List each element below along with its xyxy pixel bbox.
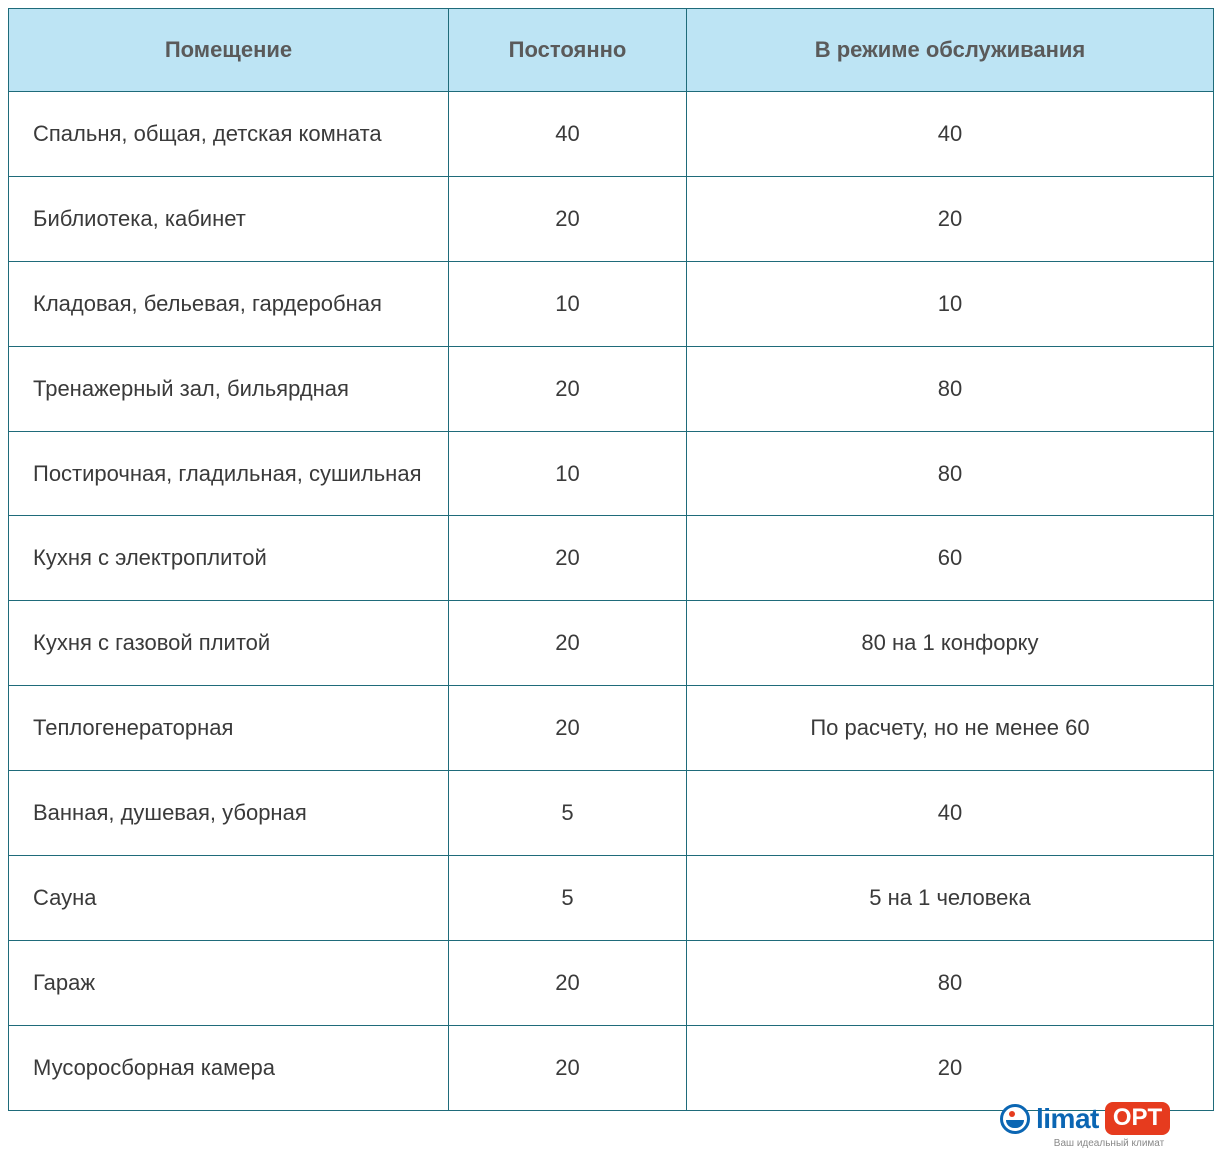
cell-service: По расчету, но не менее 60: [687, 686, 1214, 771]
cell-room: Кухня с газовой плитой: [9, 601, 449, 686]
table-row: Библиотека, кабинет2020: [9, 176, 1214, 261]
cell-room: Гараж: [9, 940, 449, 1025]
cell-constant: 20: [449, 940, 687, 1025]
cell-constant: 20: [449, 346, 687, 431]
cell-room: Библиотека, кабинет: [9, 176, 449, 261]
table-row: Кладовая, бельевая, гардеробная1010: [9, 261, 1214, 346]
cell-constant: 5: [449, 856, 687, 941]
cell-service: 40: [687, 92, 1214, 177]
table-row: Постирочная, гладильная, сушильная1080: [9, 431, 1214, 516]
cell-constant: 20: [449, 516, 687, 601]
cell-service: 60: [687, 516, 1214, 601]
cell-constant: 10: [449, 431, 687, 516]
cell-room: Кладовая, бельевая, гардеробная: [9, 261, 449, 346]
cell-room: Постирочная, гладильная, сушильная: [9, 431, 449, 516]
cell-room: Мусоросборная камера: [9, 1025, 449, 1110]
logo-tagline: Ваш идеальный климат: [1054, 1138, 1164, 1149]
cell-service: 80: [687, 940, 1214, 1025]
cell-service: 80 на 1 конфорку: [687, 601, 1214, 686]
cell-service: 5 на 1 человека: [687, 856, 1214, 941]
cell-constant: 20: [449, 686, 687, 771]
cell-service: 80: [687, 431, 1214, 516]
table-row: Теплогенераторная20По расчету, но не мен…: [9, 686, 1214, 771]
cell-service: 20: [687, 176, 1214, 261]
cell-service: 80: [687, 346, 1214, 431]
cell-constant: 10: [449, 261, 687, 346]
table-header: Помещение Постоянно В режиме обслуживани…: [9, 9, 1214, 92]
cell-room: Сауна: [9, 856, 449, 941]
cell-service: 20: [687, 1025, 1214, 1110]
cell-constant: 20: [449, 1025, 687, 1110]
table-row: Сауна55 на 1 человека: [9, 856, 1214, 941]
ventilation-table: Помещение Постоянно В режиме обслуживани…: [8, 8, 1214, 1111]
cell-room: Тренажерный зал, бильярдная: [9, 346, 449, 431]
table-row: Спальня, общая, детская комната4040: [9, 92, 1214, 177]
cell-constant: 20: [449, 176, 687, 261]
table-body: Спальня, общая, детская комната4040Библи…: [9, 92, 1214, 1111]
cell-room: Теплогенераторная: [9, 686, 449, 771]
cell-room: Ванная, душевая, уборная: [9, 771, 449, 856]
col-header-constant: Постоянно: [449, 9, 687, 92]
col-header-service: В режиме обслуживания: [687, 9, 1214, 92]
table-row: Ванная, душевая, уборная540: [9, 771, 1214, 856]
col-header-room: Помещение: [9, 9, 449, 92]
cell-service: 40: [687, 771, 1214, 856]
table-row: Мусоросборная камера2020: [9, 1025, 1214, 1110]
table-row: Кухня с электроплитой2060: [9, 516, 1214, 601]
table-row: Гараж2080: [9, 940, 1214, 1025]
cell-constant: 40: [449, 92, 687, 177]
cell-room: Спальня, общая, детская комната: [9, 92, 449, 177]
cell-constant: 5: [449, 771, 687, 856]
cell-room: Кухня с электроплитой: [9, 516, 449, 601]
cell-service: 10: [687, 261, 1214, 346]
table-row: Кухня с газовой плитой2080 на 1 конфорку: [9, 601, 1214, 686]
table-row: Тренажерный зал, бильярдная2080: [9, 346, 1214, 431]
cell-constant: 20: [449, 601, 687, 686]
